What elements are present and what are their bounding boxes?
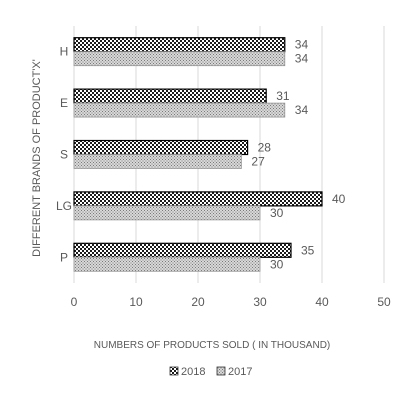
bar-2017-LG — [73, 205, 261, 221]
category-label: S — [60, 148, 68, 162]
value-label: 34 — [295, 38, 309, 52]
y-axis-title: DIFFERENT BRANDS OF PRODUCT'X' — [31, 59, 43, 257]
x-tick-label: 0 — [71, 295, 78, 309]
legend-label-2018: 2018 — [181, 366, 205, 378]
bar-2017-S — [73, 154, 242, 169]
category-label: LG — [56, 199, 72, 213]
value-label: 30 — [270, 206, 284, 220]
legend-swatch-2017 — [216, 366, 226, 376]
bar-2017-H — [73, 51, 286, 67]
bars — [73, 37, 323, 272]
value-label: 40 — [332, 192, 346, 206]
value-label: 27 — [251, 155, 265, 169]
bar-2018-H — [73, 37, 286, 53]
category-labels: H E S LG P — [56, 45, 72, 265]
value-label: 34 — [295, 52, 309, 66]
bar-2018-S — [73, 139, 249, 156]
x-tick-label: 20 — [191, 295, 205, 309]
x-tick-label: 30 — [253, 295, 267, 309]
category-label: H — [60, 45, 69, 59]
x-tick-label: 40 — [315, 295, 329, 309]
bar-2018-E — [73, 88, 267, 104]
legend: 2018 2017 — [169, 366, 252, 378]
value-label: 31 — [276, 89, 290, 103]
value-label: 34 — [295, 103, 309, 117]
bar-2018-P — [73, 242, 292, 258]
legend-label-2017: 2017 — [228, 366, 252, 378]
x-axis-title: NUMBERS OF PRODUCTS SOLD ( IN THOUSAND) — [94, 340, 331, 351]
value-label: 35 — [301, 243, 315, 257]
legend-swatch-2018 — [169, 366, 179, 376]
bar-2018-LG — [73, 191, 323, 207]
bar-2017-P — [73, 256, 261, 272]
tick-labels: 0 10 20 30 40 50 — [71, 295, 391, 309]
value-label: 28 — [258, 141, 272, 155]
value-label: 30 — [270, 257, 284, 271]
x-tick-label: 10 — [129, 295, 143, 309]
x-tick-label: 50 — [377, 295, 391, 309]
bar-2017-E — [73, 102, 286, 118]
category-label: P — [60, 250, 68, 264]
category-label: E — [60, 96, 68, 110]
